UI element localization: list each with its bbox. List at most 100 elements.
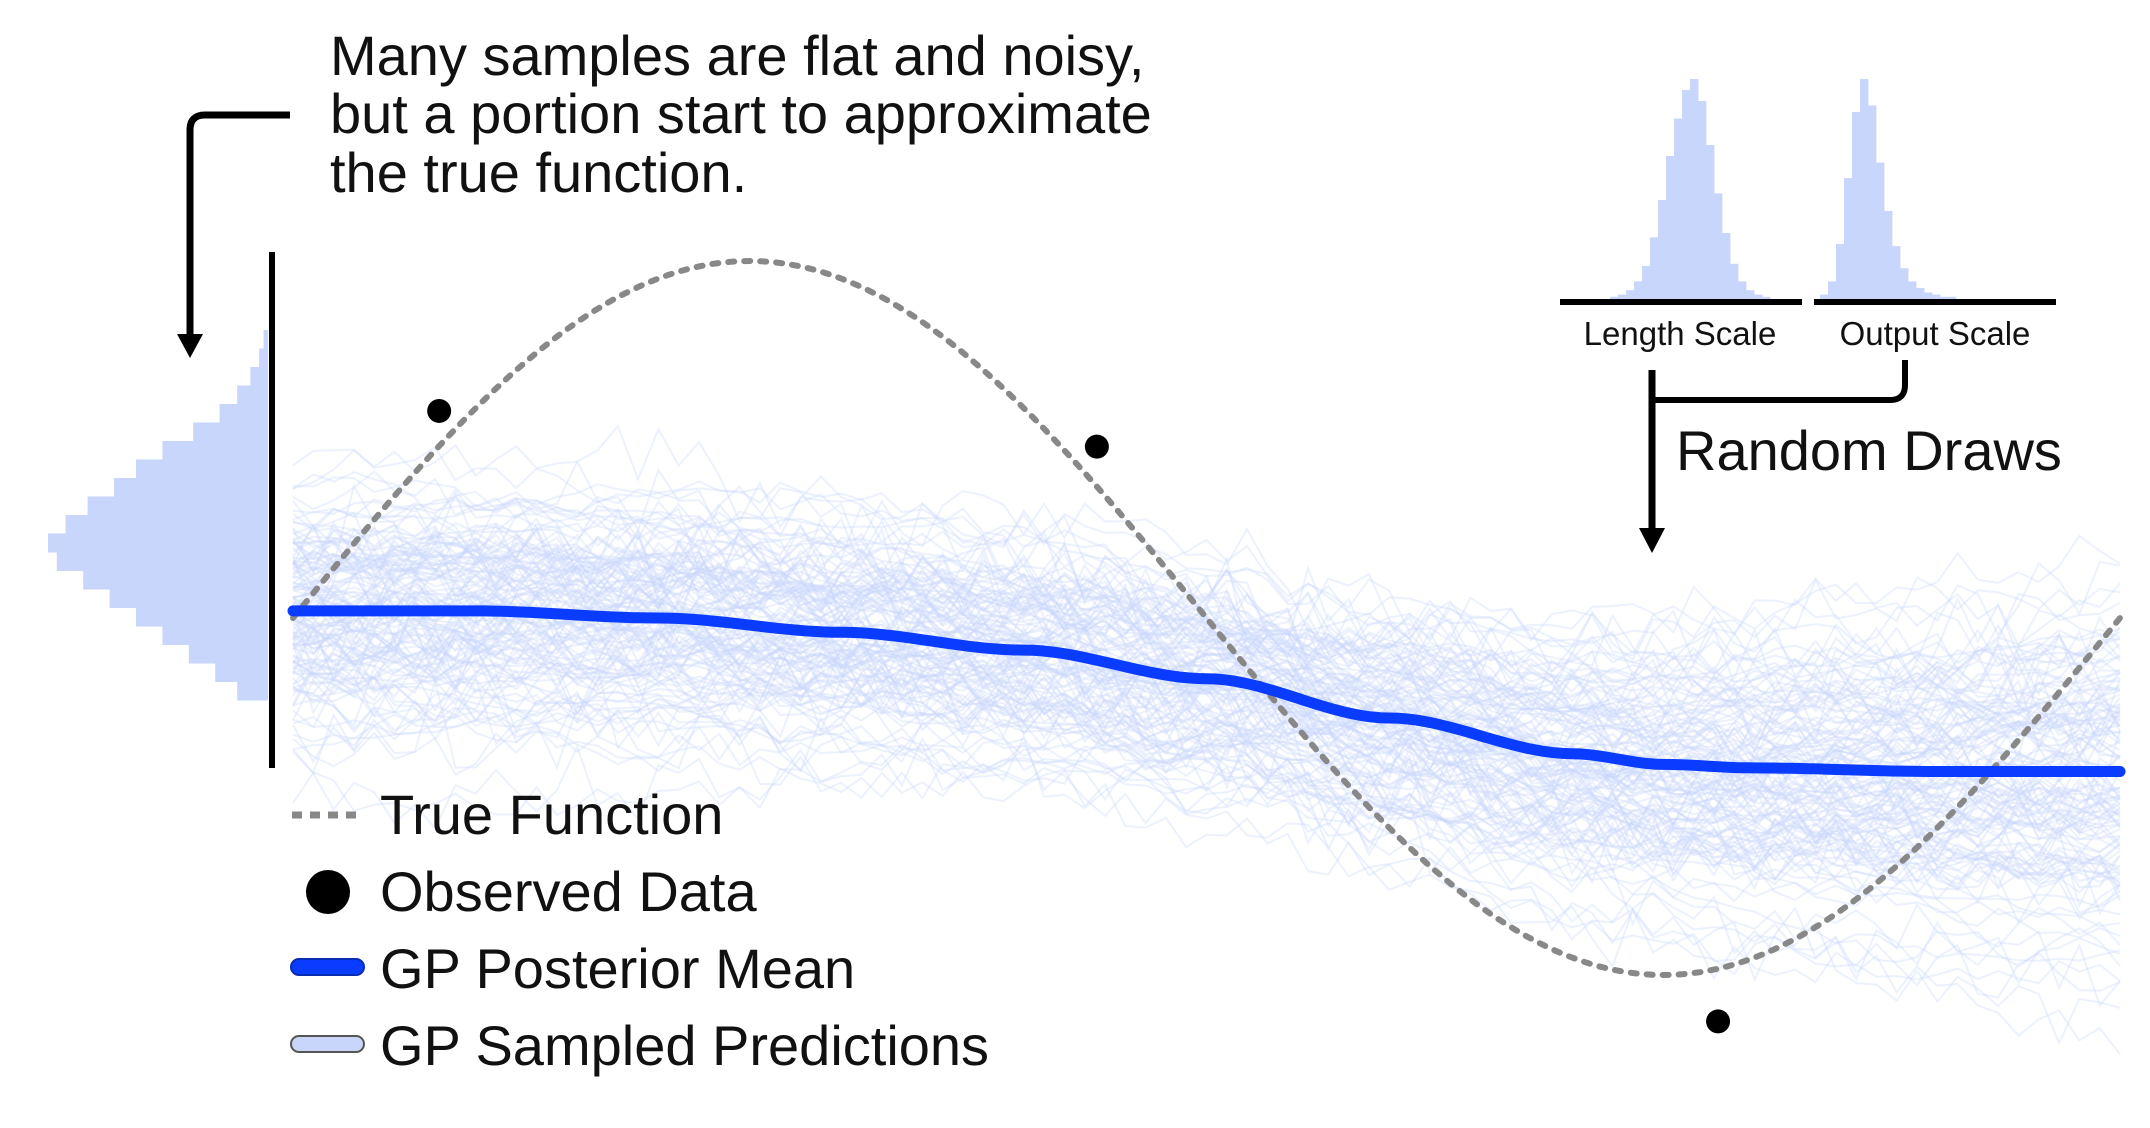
sample-line: [292, 499, 2121, 815]
output-scale-histogram: [1820, 79, 1957, 300]
sample-line: [292, 532, 2121, 797]
sample-line: [292, 757, 2121, 1055]
legend-label-observed-data: Observed Data: [380, 860, 757, 923]
observed-data-point: [427, 398, 452, 423]
sample-line: [292, 606, 2121, 872]
observed-data-points: [427, 398, 1731, 1034]
sample-line: [292, 514, 2121, 672]
sample-line: [292, 556, 2121, 805]
histogram-bar: [237, 385, 268, 405]
histogram-bar: [1738, 281, 1747, 299]
sample-line: [292, 621, 2121, 860]
annotation-line-3: the true function.: [330, 141, 747, 204]
length-scale-label: Length Scale: [1584, 315, 1777, 352]
sample-line: [292, 496, 2121, 712]
sample-line: [292, 614, 2121, 774]
light-blue-line-icon: [290, 1035, 365, 1053]
sample-line: [292, 654, 2121, 892]
histogram-bar: [1626, 290, 1635, 299]
sample-line: [292, 490, 2121, 842]
legend-label-true-function: True Function: [380, 783, 723, 846]
sample-line: [292, 467, 2121, 657]
sample-line: [292, 553, 2121, 754]
observed-data-point: [1706, 1009, 1731, 1034]
sample-line: [292, 679, 2121, 986]
sample-line: [292, 628, 2121, 845]
sample-line: [292, 613, 2121, 810]
sample-line: [292, 527, 2121, 812]
sample-line: [292, 483, 2121, 752]
sample-line: [292, 459, 2121, 707]
histogram-bar: [259, 348, 268, 368]
legend-label-posterior-mean: GP Posterior Mean: [380, 937, 855, 1000]
sample-line: [292, 555, 2121, 720]
sample-line: [292, 660, 2121, 883]
sample-line: [292, 606, 2121, 835]
histogram-bar: [1610, 296, 1619, 299]
sample-line: [292, 553, 2121, 853]
observed-data-point: [1084, 434, 1109, 459]
gp-sampled-predictions: [292, 424, 2121, 1055]
sample-line: [292, 629, 2121, 872]
sample-line: [292, 567, 2121, 852]
sample-line: [292, 503, 2121, 686]
sample-line: [292, 592, 2121, 889]
histogram-bar: [136, 607, 268, 627]
legend: True Function Observed Data GP Posterior…: [290, 783, 989, 1077]
sample-line: [292, 522, 2121, 828]
histogram-bar: [1948, 296, 1957, 299]
sample-line: [292, 581, 2121, 774]
sample-line: [292, 502, 2121, 691]
sample-line: [292, 590, 2121, 837]
length-scale-histogram: [1610, 79, 1771, 299]
sample-line: [292, 542, 2121, 750]
sample-line: [292, 666, 2121, 884]
histogram-bar: [1836, 244, 1845, 299]
sample-line: [292, 644, 2121, 893]
random-draws-arrow-head-icon: [1639, 528, 1665, 553]
sample-line: [292, 561, 2121, 755]
sample-line: [292, 551, 2121, 758]
sample-line: [292, 508, 2121, 687]
histogram-bar: [193, 422, 268, 442]
random-draws-bracket: [1649, 360, 1908, 403]
sample-line: [292, 483, 2121, 749]
sample-line: [292, 533, 2121, 739]
histogram-bar: [1706, 145, 1715, 299]
sample-line: [292, 600, 2121, 865]
histogram-bar: [1932, 294, 1941, 299]
histogram-bar: [1682, 90, 1691, 299]
histogram-bar: [162, 441, 268, 460]
histogram-bar: [1634, 281, 1643, 299]
sample-line: [292, 733, 2121, 1046]
sample-line: [292, 644, 2121, 962]
histogram-bar: [114, 478, 268, 497]
sample-line: [292, 676, 2121, 1008]
histogram-bar: [1940, 296, 1949, 299]
sample-line: [292, 570, 2121, 776]
sample-line: [292, 575, 2121, 834]
sample-line: [292, 664, 2121, 939]
sample-line: [292, 516, 2121, 665]
histogram-bar: [1884, 211, 1893, 299]
histogram-bar: [1618, 294, 1627, 299]
sample-line: [292, 568, 2121, 795]
sample-line: [292, 563, 2121, 815]
legend-label-sampled-predictions: GP Sampled Predictions: [380, 1014, 989, 1077]
sample-line: [292, 557, 2121, 763]
sample-line: [292, 553, 2121, 767]
sample-line: [292, 664, 2121, 925]
sample-line: [292, 520, 2121, 717]
prediction-histogram: [48, 330, 268, 701]
annotation-arrow: [186, 111, 290, 338]
sample-line: [292, 639, 2121, 874]
sample-line: [292, 621, 2121, 822]
sample-line: [292, 586, 2121, 856]
sample-line: [292, 666, 2121, 884]
sample-line: [292, 599, 2121, 828]
sample-line: [292, 541, 2121, 684]
sample-line: [292, 677, 2121, 985]
sample-line: [292, 496, 2121, 711]
histogram-bar: [250, 367, 268, 386]
